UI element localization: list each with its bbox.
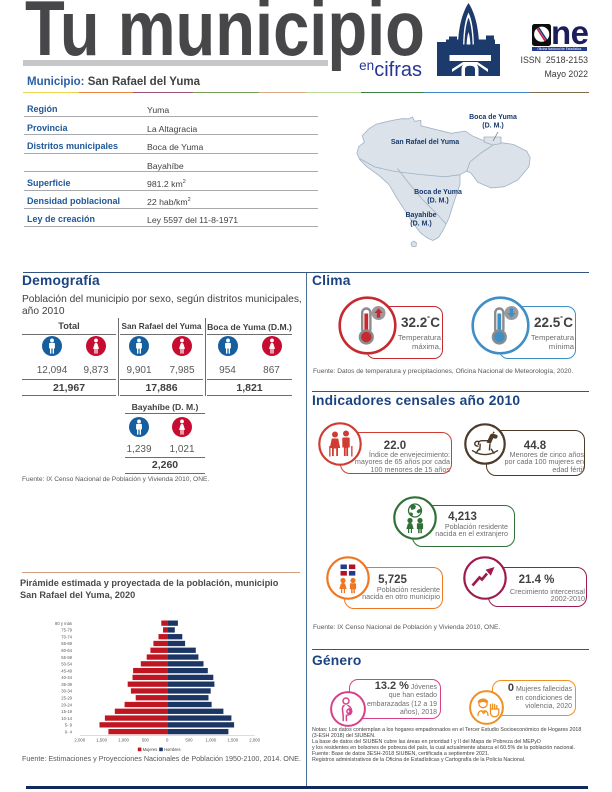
svg-text:45-49: 45-49 xyxy=(61,668,72,673)
svg-text:20-24: 20-24 xyxy=(61,702,72,707)
svg-text:10-14: 10-14 xyxy=(61,716,72,721)
svg-text:2,000: 2,000 xyxy=(249,738,260,743)
svg-text:30-34: 30-34 xyxy=(61,689,72,694)
svg-text:(D. M.): (D. M.) xyxy=(410,221,431,228)
svg-text:Boca de Yuma: Boca de Yuma xyxy=(469,114,517,121)
svg-text:35-39: 35-39 xyxy=(61,682,72,687)
svg-text:75-79: 75-79 xyxy=(61,628,72,633)
svg-text:80 y más: 80 y más xyxy=(55,621,72,626)
svg-text:1,000: 1,000 xyxy=(206,738,217,743)
svg-text:Hombres: Hombres xyxy=(164,747,181,752)
svg-text:2,000: 2,000 xyxy=(74,738,85,743)
svg-text:65-69: 65-69 xyxy=(61,641,72,646)
svg-text:1,500: 1,500 xyxy=(96,738,107,743)
svg-text:50-54: 50-54 xyxy=(61,662,72,667)
svg-text:15-19: 15-19 xyxy=(61,709,72,714)
svg-text:Mujeres: Mujeres xyxy=(143,747,158,752)
svg-text:Bayahíbe: Bayahíbe xyxy=(405,212,436,219)
svg-text:(D. M.): (D. M.) xyxy=(427,198,448,205)
svg-text:0- 4: 0- 4 xyxy=(65,729,73,734)
svg-text:25-29: 25-29 xyxy=(61,695,72,700)
svg-text:(D. M.): (D. M.) xyxy=(482,123,503,130)
svg-text:60-64: 60-64 xyxy=(61,648,72,653)
svg-text:Boca de Yuma: Boca de Yuma xyxy=(414,189,462,196)
svg-text:70-74: 70-74 xyxy=(61,634,72,639)
svg-text:1,000: 1,000 xyxy=(118,738,129,743)
svg-text:0: 0 xyxy=(166,738,169,743)
svg-text:55-59: 55-59 xyxy=(61,655,72,660)
svg-text:500: 500 xyxy=(142,738,150,743)
svg-text:500: 500 xyxy=(185,738,193,743)
svg-text:1,500: 1,500 xyxy=(227,738,238,743)
svg-text:40-44: 40-44 xyxy=(61,675,72,680)
svg-text:5- 9: 5- 9 xyxy=(65,723,73,728)
svg-text:San Rafael del Yuma: San Rafael del Yuma xyxy=(391,139,459,146)
